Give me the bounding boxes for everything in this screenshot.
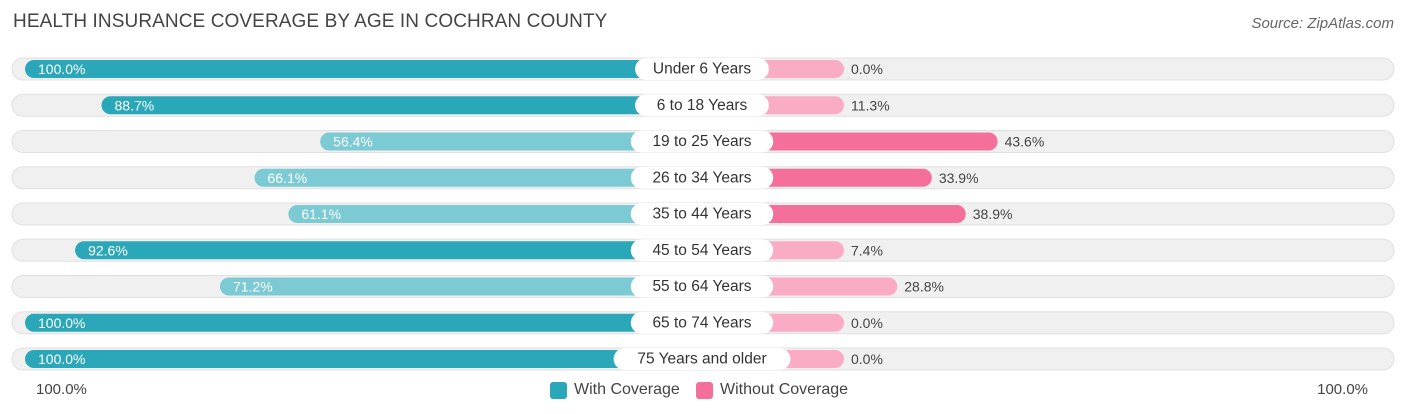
bar-with-coverage-35-to-44-years	[288, 205, 702, 223]
label-with-coverage-6-to-18-years: 88.7%	[115, 97, 155, 113]
label-with-coverage-55-to-64-years: 71.2%	[233, 279, 273, 295]
label-without-coverage-6-to-18-years: 11.3%	[851, 97, 890, 113]
label-with-coverage-75-years-and-older: 100.0%	[38, 351, 85, 367]
legend-with-coverage: With Coverage	[550, 380, 680, 400]
label-with-coverage-45-to-54-years: 92.6%	[88, 242, 128, 258]
label-without-coverage-45-to-54-years: 7.4%	[851, 242, 883, 258]
legend-swatch-without-coverage	[696, 381, 713, 399]
label-with-coverage-65-to-74-years: 100.0%	[38, 315, 85, 331]
category-label-under-6-years: Under 6 Years	[653, 61, 751, 78]
axis-left-label: 100.0%	[36, 381, 87, 398]
chart-source: Source: ZipAtlas.com	[1251, 15, 1394, 32]
category-pill-45-to-54-years	[630, 239, 774, 262]
label-without-coverage-65-to-74-years: 0.0%	[851, 315, 883, 331]
category-label-26-to-34-years: 26 to 34 Years	[652, 169, 751, 186]
bar-with-coverage-26-to-34-years	[254, 168, 703, 187]
category-pill-19-to-25-years	[630, 130, 774, 153]
category-label-55-to-64-years: 55 to 64 Years	[652, 278, 751, 295]
bar-with-coverage-75-years-and-older	[25, 350, 702, 368]
legend-swatch-with-coverage	[550, 381, 567, 399]
category-pill-75-years-and-older	[613, 348, 791, 370]
category-label-19-to-25-years: 19 to 25 Years	[652, 133, 751, 150]
category-pill-under-6-years	[635, 58, 769, 80]
label-with-coverage-under-6-years: 100.0%	[38, 61, 85, 77]
label-without-coverage-75-years-and-older: 0.0%	[851, 351, 883, 367]
chart-title: HEALTH INSURANCE COVERAGE BY AGE IN COCH…	[13, 11, 608, 32]
category-label-75-years-and-older: 75 Years and older	[637, 351, 766, 368]
legend-label-without-coverage: Without Coverage	[720, 381, 849, 398]
category-pill-35-to-44-years	[630, 203, 774, 225]
bar-with-coverage-45-to-54-years	[75, 241, 702, 260]
category-pill-65-to-74-years	[630, 311, 774, 334]
label-without-coverage-26-to-34-years: 33.9%	[939, 170, 979, 186]
label-with-coverage-19-to-25-years: 56.4%	[333, 134, 373, 150]
category-pill-55-to-64-years	[630, 275, 774, 298]
bar-with-coverage-55-to-64-years	[219, 277, 702, 296]
bar-with-coverage-under-6-years	[25, 60, 702, 78]
category-label-45-to-54-years: 45 to 54 Years	[652, 242, 751, 259]
bar-with-coverage-65-to-74-years	[25, 313, 702, 332]
diverging-bar-chart: 100.0% 0.0% Under 6 Years 88.7% 11.3% 6 to 18…	[11, 57, 1395, 371]
bar-with-coverage-6-to-18-years	[101, 96, 703, 115]
category-pill-26-to-34-years	[630, 166, 774, 189]
legend: With Coverage Without Coverage	[0, 380, 1406, 400]
category-pill-6-to-18-years	[635, 94, 769, 117]
label-with-coverage-26-to-34-years: 66.1%	[268, 170, 308, 186]
label-without-coverage-55-to-64-years: 28.8%	[904, 279, 944, 295]
label-without-coverage-35-to-44-years: 38.9%	[973, 206, 1013, 222]
bar-with-coverage-19-to-25-years	[320, 132, 702, 151]
label-without-coverage-under-6-years: 0.0%	[851, 61, 883, 77]
axis-right-label: 100.0%	[1317, 381, 1368, 398]
category-label-6-to-18-years: 6 to 18 Years	[657, 97, 748, 114]
label-without-coverage-19-to-25-years: 43.6%	[1005, 134, 1045, 150]
label-with-coverage-35-to-44-years: 61.1%	[301, 206, 341, 222]
bar-without-coverage-19-to-25-years	[702, 132, 998, 151]
legend-label-with-coverage: With Coverage	[574, 381, 680, 398]
category-label-35-to-44-years: 35 to 44 Years	[652, 206, 751, 223]
legend-without-coverage: Without Coverage	[696, 380, 848, 400]
category-label-65-to-74-years: 65 to 74 Years	[652, 314, 751, 331]
